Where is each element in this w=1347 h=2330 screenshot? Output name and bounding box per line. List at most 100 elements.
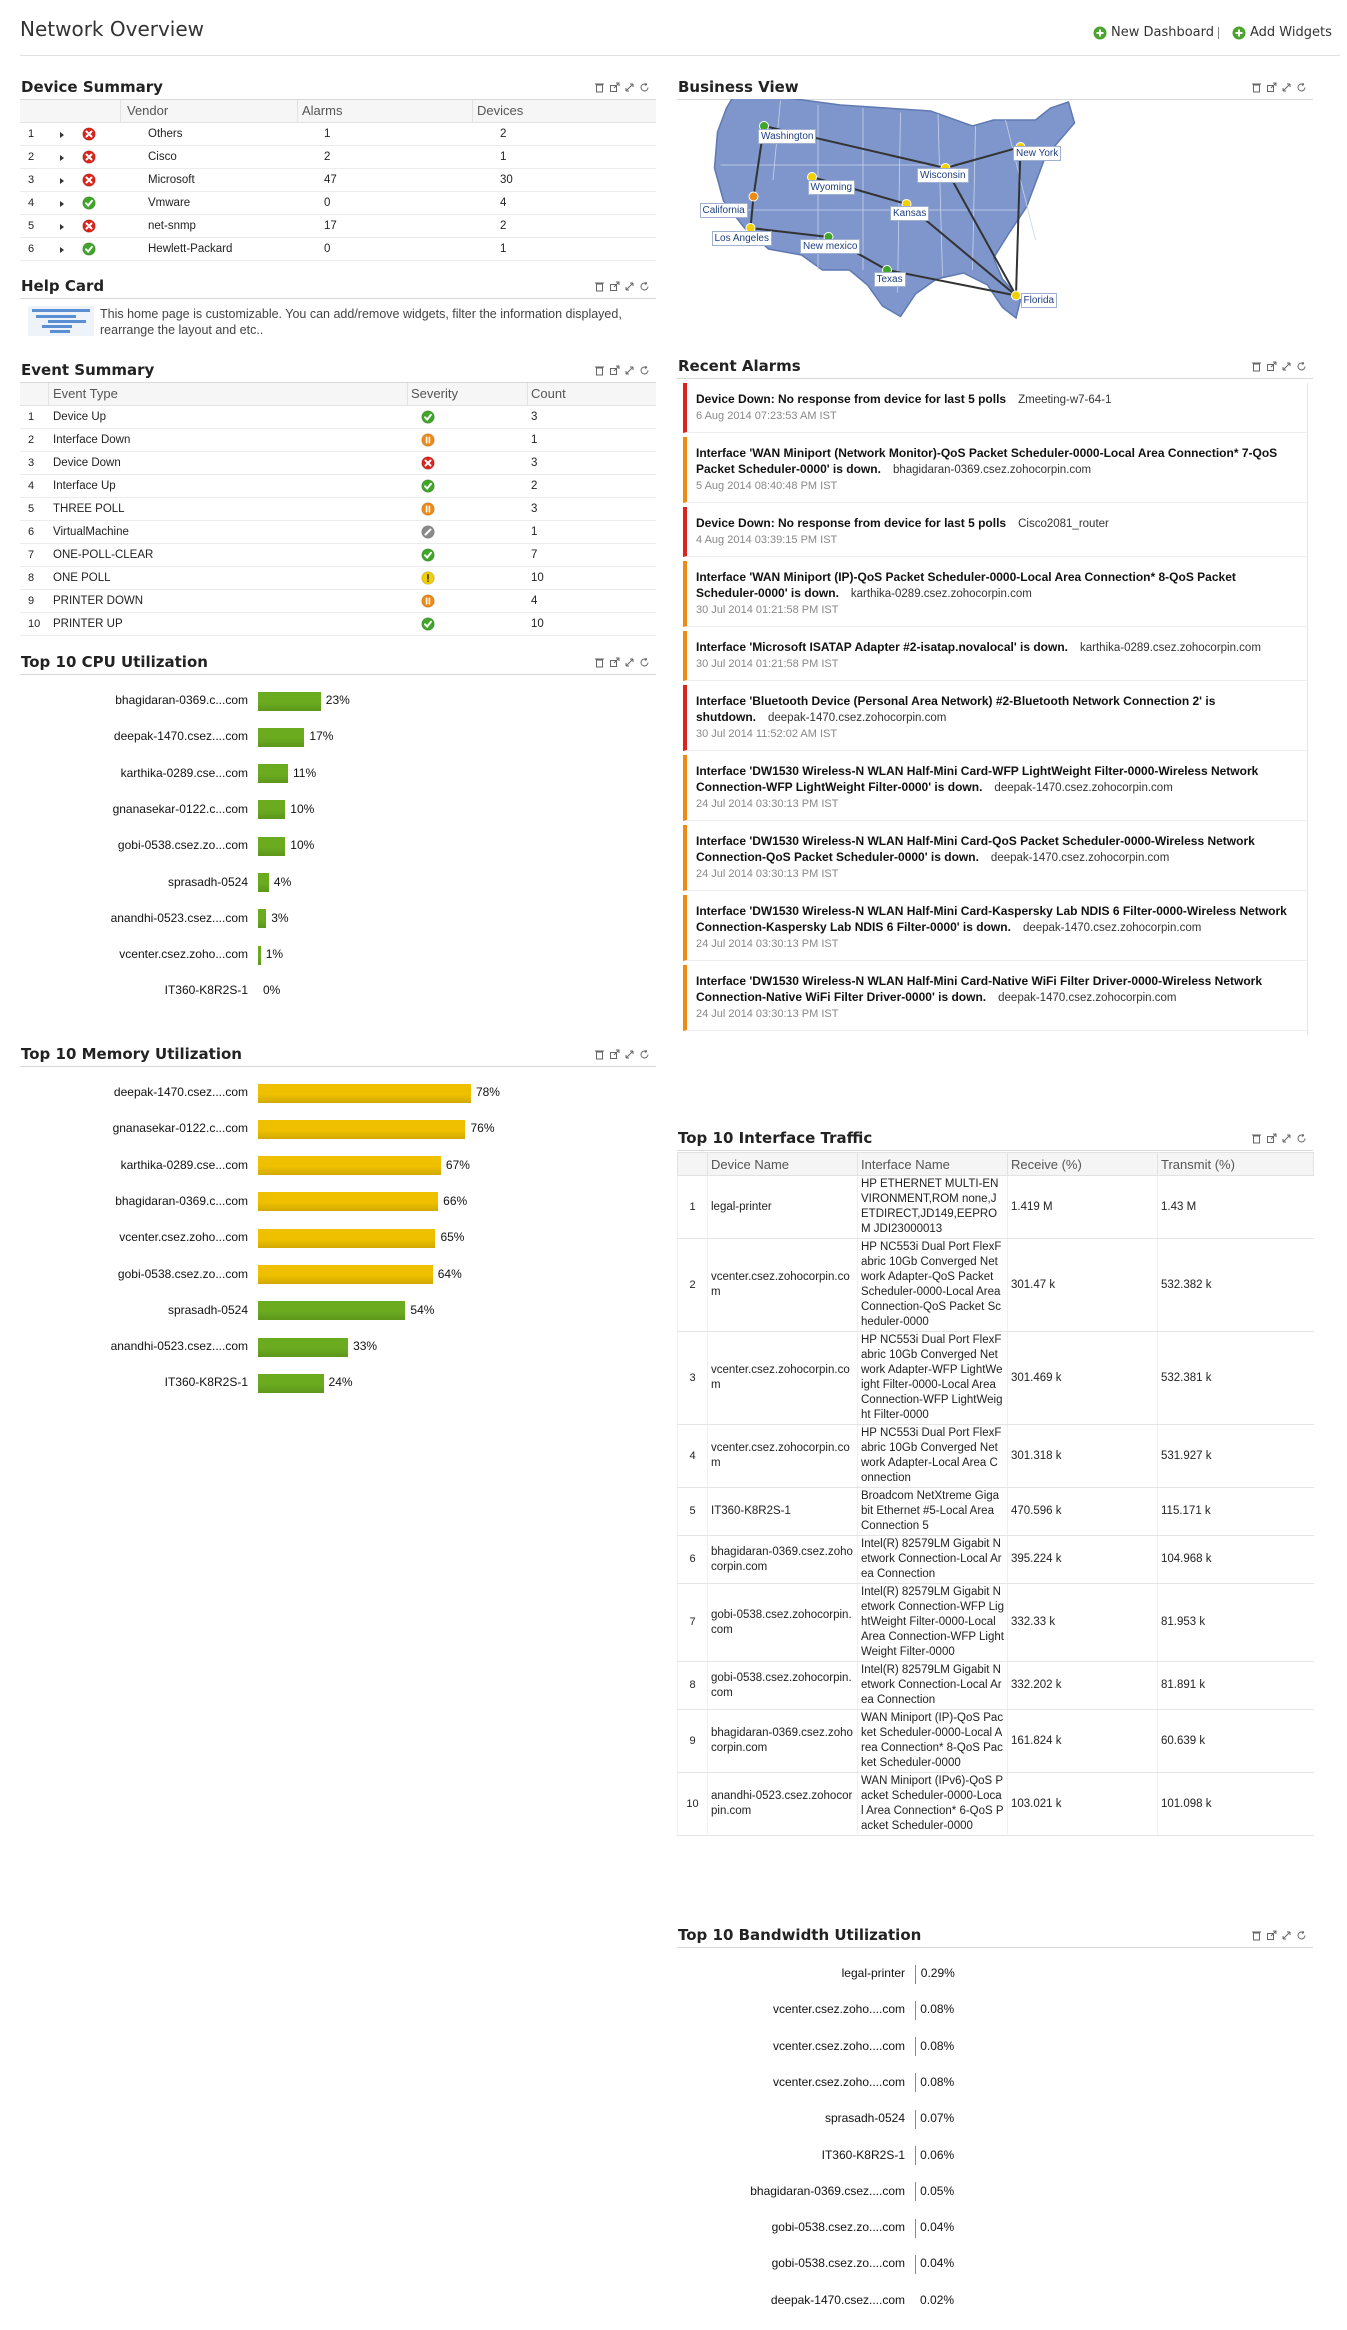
icon-shape	[613, 1049, 620, 1056]
alarm-time: 30 Jul 2014 11:52:02 AM IST	[696, 728, 838, 740]
table-row: 7 gobi-0538.csez.zohocorpin.com Intel(R) 8…	[677, 1583, 1314, 1662]
expand-arrow[interactable]	[58, 223, 66, 231]
widget-action-icon[interactable]	[1281, 361, 1292, 372]
bar-value-label: 0.29%	[920, 1966, 955, 1980]
widget-action-icon[interactable]	[594, 82, 605, 93]
glyph	[425, 436, 431, 444]
widget-action-icon[interactable]	[1251, 1930, 1262, 1941]
alarm-source: Cisco2081_router	[1018, 518, 1109, 530]
location-marker	[1011, 290, 1021, 301]
bar-label: vcenter.csez.zoho...com	[119, 1230, 248, 1245]
arrow-shape	[60, 155, 64, 161]
widget-action-icon[interactable]	[624, 82, 635, 93]
widget-action-icon[interactable]	[609, 657, 620, 668]
glyph	[425, 597, 431, 605]
widget-action-icon[interactable]	[609, 365, 620, 376]
alarm-list: Device Down: No response from device for…	[683, 383, 1308, 1035]
row-index: 3	[677, 1331, 708, 1425]
header-rule	[20, 55, 1340, 56]
widget-action-icon[interactable]	[594, 281, 605, 292]
widget-action-icon[interactable]	[1251, 82, 1262, 93]
alarm-item[interactable]: Interface 'Bluetooth Device (Personal Ar…	[683, 685, 1307, 751]
widget-action-icon[interactable]	[639, 1049, 650, 1060]
widget-action-icon[interactable]	[1296, 82, 1307, 93]
widget-header: Device Summary	[20, 75, 656, 100]
widget-action-icon[interactable]	[609, 82, 620, 93]
alarm-message: Interface 'WAN Miniport (IP)-QoS Packet …	[696, 570, 1236, 600]
icon-shape	[596, 367, 603, 376]
widget-action-icon[interactable]	[594, 1049, 605, 1060]
device-name: gobi-0538.csez.zohocorpin.com	[707, 1661, 858, 1710]
widget-action-icon[interactable]	[624, 1049, 635, 1060]
row-index: 3	[28, 457, 35, 469]
map-link	[749, 196, 755, 229]
expand-arrow[interactable]	[58, 200, 66, 208]
widget-action-icon[interactable]	[1296, 1930, 1307, 1941]
widget-action-icon[interactable]	[1251, 1133, 1262, 1144]
expand-arrow[interactable]	[58, 177, 66, 185]
arrow-shape	[60, 201, 64, 207]
widget-action-icon[interactable]	[1266, 1133, 1277, 1144]
event-count: 10	[531, 572, 544, 584]
widget-title: Top 10 CPU Utilization	[21, 653, 208, 671]
header-link[interactable]: New Dashboard	[1111, 25, 1215, 40]
icon-shape	[1267, 364, 1274, 371]
widget-action-icon[interactable]	[639, 82, 650, 93]
widget-action-icon[interactable]	[1281, 82, 1292, 93]
alarm-item[interactable]: Interface 'DW1530 Wireless-N WLAN Half-M…	[683, 895, 1307, 961]
widget-action-icon[interactable]	[1281, 1930, 1292, 1941]
widget-action-icon[interactable]	[1251, 361, 1262, 372]
widget-header: Help Card	[20, 274, 656, 299]
bar-value-label: 65%	[440, 1230, 465, 1245]
widget-action-icon[interactable]	[639, 365, 650, 376]
bar-label: gnanasekar-0122.c...com	[112, 801, 248, 816]
alarm-item[interactable]: Interface 'DW1530 Wireless-N WLAN Half-M…	[683, 965, 1307, 1031]
widget-action-icon[interactable]	[1266, 1930, 1277, 1941]
transmit: 101.098 k	[1157, 1772, 1314, 1836]
widget-action-icon[interactable]	[1266, 361, 1277, 372]
widget-action-icon[interactable]	[609, 1049, 620, 1060]
icon-shape	[1253, 1135, 1260, 1144]
expand-arrow[interactable]	[58, 154, 66, 162]
alarm-item[interactable]: Interface 'DW1530 Wireless-N WLAN Half-M…	[683, 825, 1307, 891]
alarm-item[interactable]: Interface 'WAN Miniport (Network Monitor…	[683, 437, 1307, 503]
vendor: Hewlett-Packard	[148, 243, 233, 255]
widget-action-icon[interactable]	[624, 365, 635, 376]
expand-arrow[interactable]	[58, 131, 66, 139]
expand-arrow[interactable]	[58, 246, 66, 254]
widget-action-icon[interactable]	[639, 657, 650, 668]
widget-action-icon[interactable]	[594, 657, 605, 668]
alarm-item[interactable]: Interface 'Microsoft ISATAP Adapter #2-i…	[683, 631, 1307, 681]
alarm-item[interactable]: Interface 'WAN Miniport (IP)-QoS Packet …	[683, 561, 1307, 627]
widget-header: Recent Alarms	[677, 354, 1313, 379]
bandwidth-utilization-widget: Top 10 Bandwidth Utilization legal-printe…	[677, 1923, 1313, 2323]
widget-action-icon[interactable]	[594, 365, 605, 376]
transmit: 532.382 k	[1157, 1238, 1314, 1332]
table-row	[20, 215, 656, 238]
alarm-item[interactable]: Device Down: No response from device for…	[683, 507, 1307, 557]
alarm-item[interactable]: Device Down: No response from device for…	[683, 383, 1307, 433]
widget-action-icon[interactable]	[609, 281, 620, 292]
header-link[interactable]: Add Widgets	[1250, 25, 1332, 40]
device-name: vcenter.csez.zohocorpin.com	[707, 1331, 858, 1425]
widget-action-icon[interactable]	[1296, 1133, 1307, 1144]
bar	[258, 909, 267, 929]
widget-action-icon[interactable]	[624, 281, 635, 292]
event-type: Device Down	[53, 457, 121, 469]
bar-value-label: 0.06%	[920, 2147, 955, 2162]
map-link	[1015, 146, 1022, 296]
icon-shape	[1282, 362, 1291, 371]
alarm-item[interactable]: Interface 'DW1530 Wireless-N WLAN Half-M…	[683, 755, 1307, 821]
bar-label: sprasadh-0524	[167, 874, 248, 889]
bar-label: vcenter.csez.zoho....com	[772, 2074, 905, 2089]
glyph	[424, 528, 432, 536]
widget-action-icon[interactable]	[1281, 1133, 1292, 1144]
device-summary-widget: Device Summary Vendor Alarms Devices 1 Others…	[20, 75, 656, 265]
widget-action-icon[interactable]	[1266, 82, 1277, 93]
widget-action-icon[interactable]	[624, 657, 635, 668]
receive: 161.824 k	[1007, 1709, 1158, 1773]
table-row	[20, 192, 656, 215]
widget-action-icon[interactable]	[639, 281, 650, 292]
widget-action-icon[interactable]	[1296, 361, 1307, 372]
alarm-source: deepak-1470.csez.zohocorpin.com	[998, 992, 1177, 1004]
